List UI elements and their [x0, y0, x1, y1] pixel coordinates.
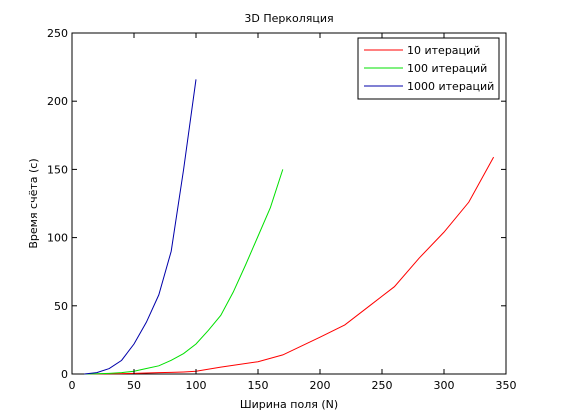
x-tick-label: 300	[434, 379, 455, 392]
series-line-1	[84, 156, 495, 375]
x-tick-label: 0	[69, 379, 76, 392]
legend-label-2: 100 итераций	[407, 62, 487, 75]
legend-items: 10 итераций 100 итераций 1000 итераций	[364, 44, 494, 93]
x-tick-label: 350	[496, 379, 517, 392]
x-tick-label: 100	[186, 379, 207, 392]
x-tick-label: 200	[310, 379, 331, 392]
legend-label-3: 1000 итераций	[407, 80, 494, 93]
legend: 10 итераций 100 итераций 1000 итераций	[357, 37, 500, 100]
x-tick-label: 250	[372, 379, 393, 392]
series-layer	[84, 79, 495, 375]
x-tick-label: 50	[127, 379, 141, 392]
series-line-2	[84, 169, 284, 375]
y-axis-label: Время счёта (с)	[27, 158, 40, 248]
y-axis-ticks: 0 50 100 150 200 250	[47, 27, 506, 381]
chart-title: 3D Перколяция	[244, 12, 333, 25]
y-tick-label: 150	[47, 163, 68, 176]
y-tick-label: 100	[47, 232, 68, 245]
y-tick-label: 250	[47, 27, 68, 40]
series-line-3	[84, 79, 197, 375]
y-tick-label: 50	[54, 300, 68, 313]
x-tick-label: 150	[248, 379, 269, 392]
x-axis-ticks: 0 50 100 150 200 250 300 350	[69, 33, 517, 392]
x-axis-label: Ширина поля (N)	[240, 398, 338, 411]
y-tick-label: 200	[47, 95, 68, 108]
legend-label-1: 10 итераций	[407, 44, 480, 57]
y-tick-label: 0	[61, 368, 68, 381]
